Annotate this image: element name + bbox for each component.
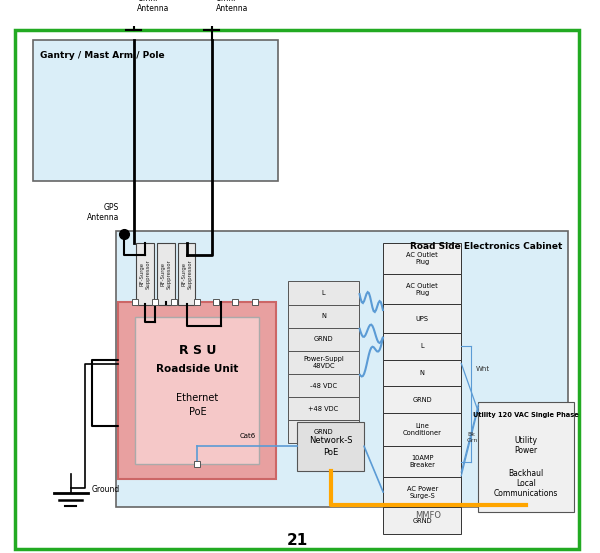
Text: Bk
Grn: Bk Grn bbox=[467, 432, 478, 443]
FancyBboxPatch shape bbox=[118, 302, 275, 479]
Text: Network-S: Network-S bbox=[309, 436, 353, 445]
Text: GRND: GRND bbox=[412, 397, 432, 403]
FancyBboxPatch shape bbox=[288, 328, 359, 351]
FancyBboxPatch shape bbox=[383, 243, 461, 274]
Text: Utility 120 VAC Single Phase: Utility 120 VAC Single Phase bbox=[473, 412, 579, 418]
Text: RF-Surge
Suppressor: RF-Surge Suppressor bbox=[182, 259, 193, 289]
FancyBboxPatch shape bbox=[178, 243, 196, 305]
Text: +48 VDC: +48 VDC bbox=[308, 406, 339, 412]
Text: RF-Surge
Suppressor: RF-Surge Suppressor bbox=[140, 259, 151, 289]
FancyBboxPatch shape bbox=[383, 477, 461, 507]
FancyBboxPatch shape bbox=[383, 304, 461, 333]
Text: R S U: R S U bbox=[179, 343, 216, 357]
FancyBboxPatch shape bbox=[383, 274, 461, 304]
FancyBboxPatch shape bbox=[383, 359, 461, 387]
Text: Backhaul
Local
Communications: Backhaul Local Communications bbox=[494, 468, 558, 498]
Text: PoE: PoE bbox=[188, 407, 206, 417]
FancyBboxPatch shape bbox=[478, 403, 574, 512]
Text: AC Outlet
Plug: AC Outlet Plug bbox=[406, 252, 438, 265]
Text: PoE: PoE bbox=[323, 448, 338, 457]
Text: MMFO: MMFO bbox=[415, 511, 442, 520]
FancyBboxPatch shape bbox=[383, 446, 461, 477]
Text: 10AMP
Breaker: 10AMP Breaker bbox=[409, 455, 435, 468]
Text: Omni
Antenna: Omni Antenna bbox=[137, 0, 170, 13]
Text: Omni
Antenna: Omni Antenna bbox=[215, 0, 248, 13]
FancyBboxPatch shape bbox=[288, 305, 359, 328]
Text: N: N bbox=[321, 313, 326, 319]
Text: L: L bbox=[421, 343, 424, 349]
FancyBboxPatch shape bbox=[383, 413, 461, 446]
Text: Ground: Ground bbox=[92, 484, 120, 494]
Text: L: L bbox=[322, 290, 325, 296]
Text: GPS
Antenna: GPS Antenna bbox=[87, 203, 119, 222]
Text: GRND: GRND bbox=[314, 429, 334, 435]
Text: -48 VDC: -48 VDC bbox=[310, 383, 337, 389]
FancyBboxPatch shape bbox=[16, 30, 580, 549]
Text: Ethernet: Ethernet bbox=[176, 393, 218, 403]
Text: AC Outlet
Plug: AC Outlet Plug bbox=[406, 283, 438, 296]
Text: UPS: UPS bbox=[416, 316, 429, 322]
FancyBboxPatch shape bbox=[288, 397, 359, 420]
FancyBboxPatch shape bbox=[136, 317, 259, 465]
Text: Road Side Electronics Cabinet: Road Side Electronics Cabinet bbox=[410, 242, 562, 252]
Text: Gantry / Mast Arm / Pole: Gantry / Mast Arm / Pole bbox=[40, 51, 165, 60]
FancyBboxPatch shape bbox=[136, 243, 154, 305]
Text: GRND: GRND bbox=[412, 518, 432, 524]
Text: Wht: Wht bbox=[476, 366, 490, 372]
Text: RF-Surge
Suppressor: RF-Surge Suppressor bbox=[161, 259, 172, 289]
FancyBboxPatch shape bbox=[288, 420, 359, 444]
Text: Utility
Power: Utility Power bbox=[514, 436, 538, 455]
Text: GRND: GRND bbox=[314, 336, 334, 342]
Text: 21: 21 bbox=[287, 533, 308, 548]
Text: Cat6: Cat6 bbox=[239, 432, 256, 439]
FancyBboxPatch shape bbox=[32, 39, 278, 180]
Text: N: N bbox=[420, 370, 425, 376]
FancyBboxPatch shape bbox=[288, 351, 359, 374]
FancyBboxPatch shape bbox=[157, 243, 175, 305]
Text: Line
Conditioner: Line Conditioner bbox=[403, 423, 442, 436]
FancyBboxPatch shape bbox=[116, 231, 568, 507]
FancyBboxPatch shape bbox=[383, 333, 461, 359]
FancyBboxPatch shape bbox=[288, 281, 359, 305]
FancyBboxPatch shape bbox=[288, 374, 359, 397]
Text: Roadside Unit: Roadside Unit bbox=[156, 364, 239, 374]
Text: Power-Suppl
48VDC: Power-Suppl 48VDC bbox=[303, 356, 344, 369]
FancyBboxPatch shape bbox=[298, 421, 364, 471]
Text: AC Power
Surge-S: AC Power Surge-S bbox=[407, 486, 438, 499]
FancyBboxPatch shape bbox=[383, 507, 461, 534]
FancyBboxPatch shape bbox=[383, 387, 461, 413]
